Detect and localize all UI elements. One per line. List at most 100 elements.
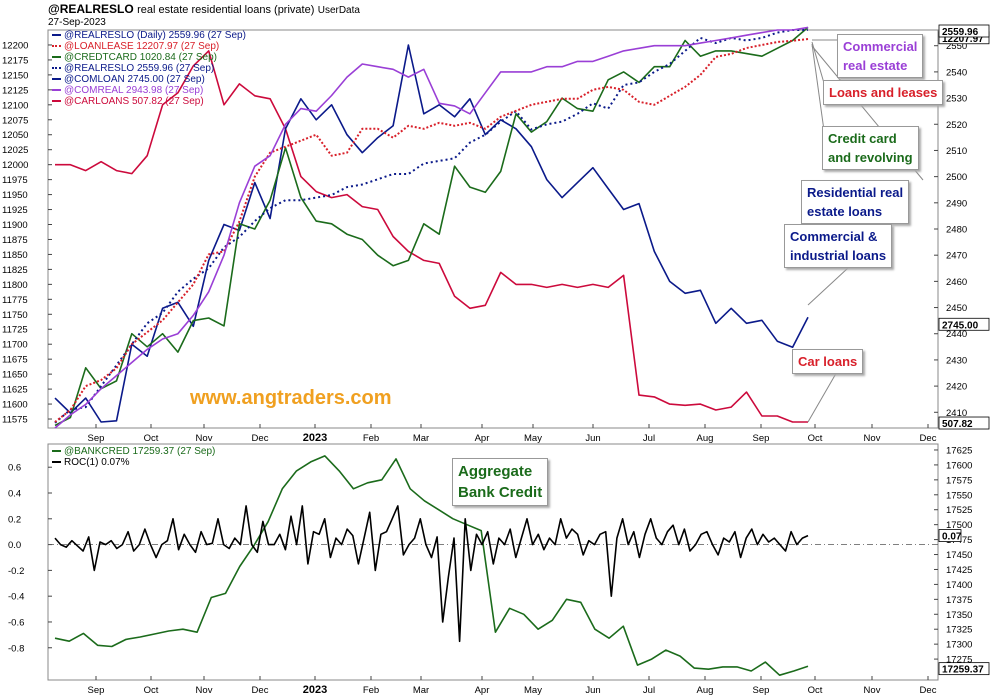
left-tick-label: 12175 — [2, 55, 28, 66]
left-tick-label: 11650 — [2, 370, 28, 381]
x-tick-label: Jul — [643, 685, 655, 696]
legend-text: @REALRESLO 2559.96 (27 Sep) — [64, 63, 215, 74]
right-tick-label: 17275 — [946, 655, 972, 666]
left-tick-label: 12000 — [2, 160, 28, 171]
x-tick-label: Oct — [144, 433, 159, 444]
left-tick-label: 12050 — [2, 130, 28, 141]
left-tick-label: -0.6 — [8, 617, 24, 628]
x-tick-label: Mar — [413, 433, 429, 444]
x-tick-label: May — [524, 685, 542, 696]
legend-text: @LOANLEASE 12207.97 (27 Sep) — [64, 41, 220, 52]
right-tick-label: 17425 — [946, 565, 972, 576]
right-tick-label: 2430 — [946, 355, 967, 366]
series-creditcard-line — [54, 26, 809, 427]
watermark: www.angtraders.com — [190, 387, 392, 409]
legend-bottom: @BANKCRED 17259.37 (27 Sep) ROC(1) 0.07% — [52, 446, 215, 468]
last-value-label: 2745.00 — [942, 320, 979, 331]
callout-residential: Residential real estate loans — [801, 180, 910, 224]
right-tick-label: 17350 — [946, 610, 972, 621]
legend-item-comreal: @COMREAL 2943.98 (27 Sep) — [52, 85, 246, 96]
x-tick-label: 2023 — [303, 432, 327, 444]
legend-swatch — [52, 56, 61, 59]
left-tick-label: 11625 — [2, 385, 28, 396]
bottom-panel-frame — [47, 443, 939, 681]
x-tick-label: Mar — [413, 685, 429, 696]
x-tick-label: Nov — [196, 433, 213, 444]
x-tick-label: Apr — [475, 685, 490, 696]
right-tick-label: 2530 — [946, 94, 967, 105]
symbol: @REALRESLO — [48, 2, 134, 16]
legend-swatch — [52, 34, 61, 37]
x-tick-label: Aug — [697, 433, 714, 444]
x-tick-label: May — [524, 433, 542, 444]
legend-swatch — [52, 450, 61, 453]
left-tick-label: 11825 — [2, 265, 28, 276]
left-tick-label: 11600 — [2, 400, 28, 411]
series-loanlease-line — [54, 38, 809, 423]
x-tick-label: Oct — [808, 685, 823, 696]
left-tick-label: 12200 — [2, 40, 28, 51]
legend-item-comloan: @COMLOAN 2745.00 (27 Sep) — [52, 74, 246, 85]
left-tick-label: 11725 — [2, 325, 28, 336]
left-tick-label: 12075 — [2, 115, 28, 126]
right-tick-label: 17300 — [946, 640, 972, 651]
callout-car-loans: Car loans — [792, 349, 864, 374]
legend-swatch — [52, 89, 61, 92]
x-tick-label: Dec — [252, 685, 269, 696]
date-label: 27-Sep-2023 — [48, 17, 106, 28]
callout-loans-and-leases: Loans and leases — [823, 80, 944, 105]
right-tick-label: 2490 — [946, 198, 967, 209]
right-tick-label: 2420 — [946, 382, 967, 393]
chart-header: @REALRESLO real estate residential loans… — [48, 2, 360, 16]
right-tick-label: 17375 — [946, 595, 972, 606]
right-tick-label: 2520 — [946, 120, 967, 131]
right-tick-label: 2450 — [946, 303, 967, 314]
legend-swatch — [52, 45, 61, 48]
legend-text: @BANKCRED 17259.37 (27 Sep) — [64, 446, 216, 457]
callout-commercial-real-estate: Commercial real estate — [837, 34, 924, 78]
right-tick-label: 17400 — [946, 580, 972, 591]
left-tick-label: 11750 — [2, 310, 28, 321]
left-tick-label: 11800 — [2, 280, 28, 291]
right-tick-label: 17575 — [946, 475, 972, 486]
x-tick-label: Aug — [697, 685, 714, 696]
last-value-label: 0.07 — [942, 532, 962, 543]
last-value-box — [938, 529, 962, 542]
x-tick-label: Dec — [920, 433, 937, 444]
x-tick-label: Dec — [252, 433, 269, 444]
series-bankcred-line — [54, 455, 809, 677]
series-carloans-line — [55, 50, 808, 423]
legend-swatch — [52, 67, 61, 70]
left-tick-label: 12125 — [2, 85, 28, 96]
callout-aggregate: Aggregate Bank Credit — [452, 458, 549, 506]
left-tick-label: 11575 — [2, 415, 28, 426]
description: real estate residential loans (private) — [137, 4, 315, 16]
last-value-label: 17259.37 — [942, 665, 984, 676]
right-tick-label: 2410 — [946, 408, 967, 419]
x-tick-label: Feb — [363, 685, 379, 696]
x-tick-label: Sep — [753, 685, 770, 696]
right-tick-label: 17450 — [946, 550, 972, 561]
left-tick-label: 0.6 — [8, 463, 21, 474]
legend-swatch — [52, 100, 61, 103]
left-tick-label: 12150 — [2, 70, 28, 81]
x-tick-label: Jul — [643, 433, 655, 444]
series-comloan-line — [54, 44, 809, 423]
right-tick-label: 17525 — [946, 505, 972, 516]
left-tick-label: 11775 — [2, 295, 28, 306]
legend-item-realreslo: @REALRESLO (Daily) 2559.96 (27 Sep) — [52, 30, 246, 41]
callout-pointer — [807, 267, 849, 306]
left-tick-label: 11700 — [2, 340, 28, 351]
last-value-box — [938, 416, 990, 430]
legend-text: @COMREAL 2943.98 (27 Sep) — [64, 85, 204, 96]
left-tick-label: 11925 — [2, 205, 28, 216]
left-tick-label: 0.4 — [8, 489, 21, 500]
legend-item-roc: ROC(1) 0.07% — [52, 457, 215, 468]
right-tick-label: 17550 — [946, 490, 972, 501]
right-tick-label: 2550 — [946, 41, 967, 52]
x-tick-label: Sep — [88, 685, 105, 696]
right-tick-label: 2510 — [946, 146, 967, 157]
source: UserData — [317, 5, 360, 16]
x-tick-label: Sep — [88, 433, 105, 444]
